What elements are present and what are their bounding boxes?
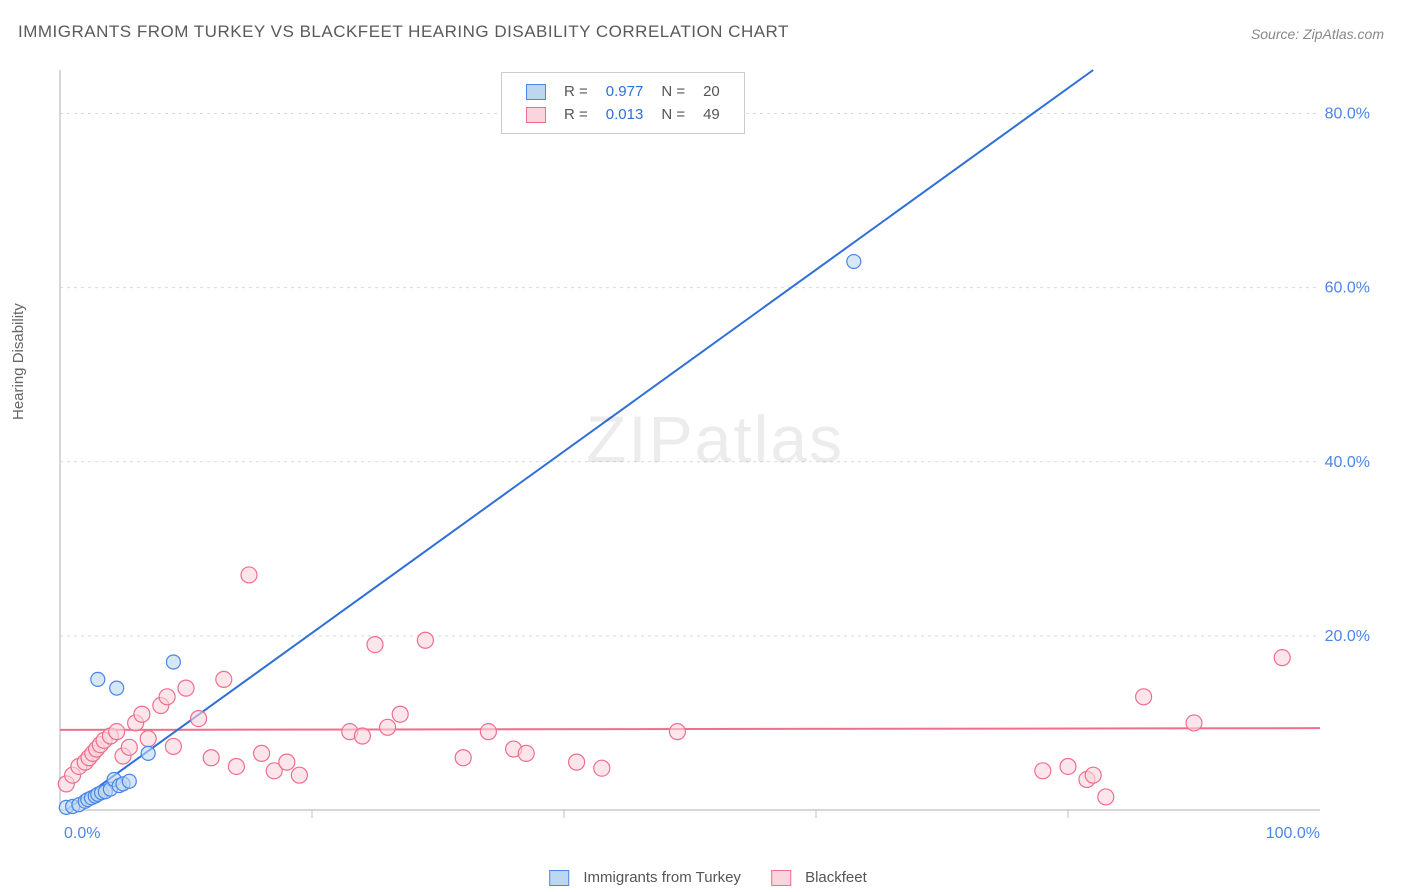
svg-text:80.0%: 80.0% — [1325, 106, 1370, 123]
chart-area: 20.0%40.0%60.0%80.0%0.0%100.0% ZIPatlas … — [50, 60, 1380, 850]
correlation-legend: R =0.977N =20R =0.013N =49 — [501, 72, 745, 134]
chart-title: IMMIGRANTS FROM TURKEY VS BLACKFEET HEAR… — [18, 22, 789, 42]
scatter-chart: 20.0% 40.0% 60.0% 80.0% 0.0% 100.0% — [50, 60, 1380, 850]
svg-text:60.0%: 60.0% — [1325, 280, 1370, 297]
svg-text:20.0%: 20.0% — [1325, 628, 1370, 645]
svg-text:40.0%: 40.0% — [1325, 454, 1370, 471]
source-attribution: Source: ZipAtlas.com — [1251, 26, 1384, 42]
svg-text:0.0%: 0.0% — [64, 825, 100, 842]
svg-text:100.0%: 100.0% — [1266, 825, 1320, 842]
series-legend: Immigrants from Turkey Blackfeet — [529, 869, 877, 886]
y-axis-label: Hearing Disability — [10, 303, 27, 420]
